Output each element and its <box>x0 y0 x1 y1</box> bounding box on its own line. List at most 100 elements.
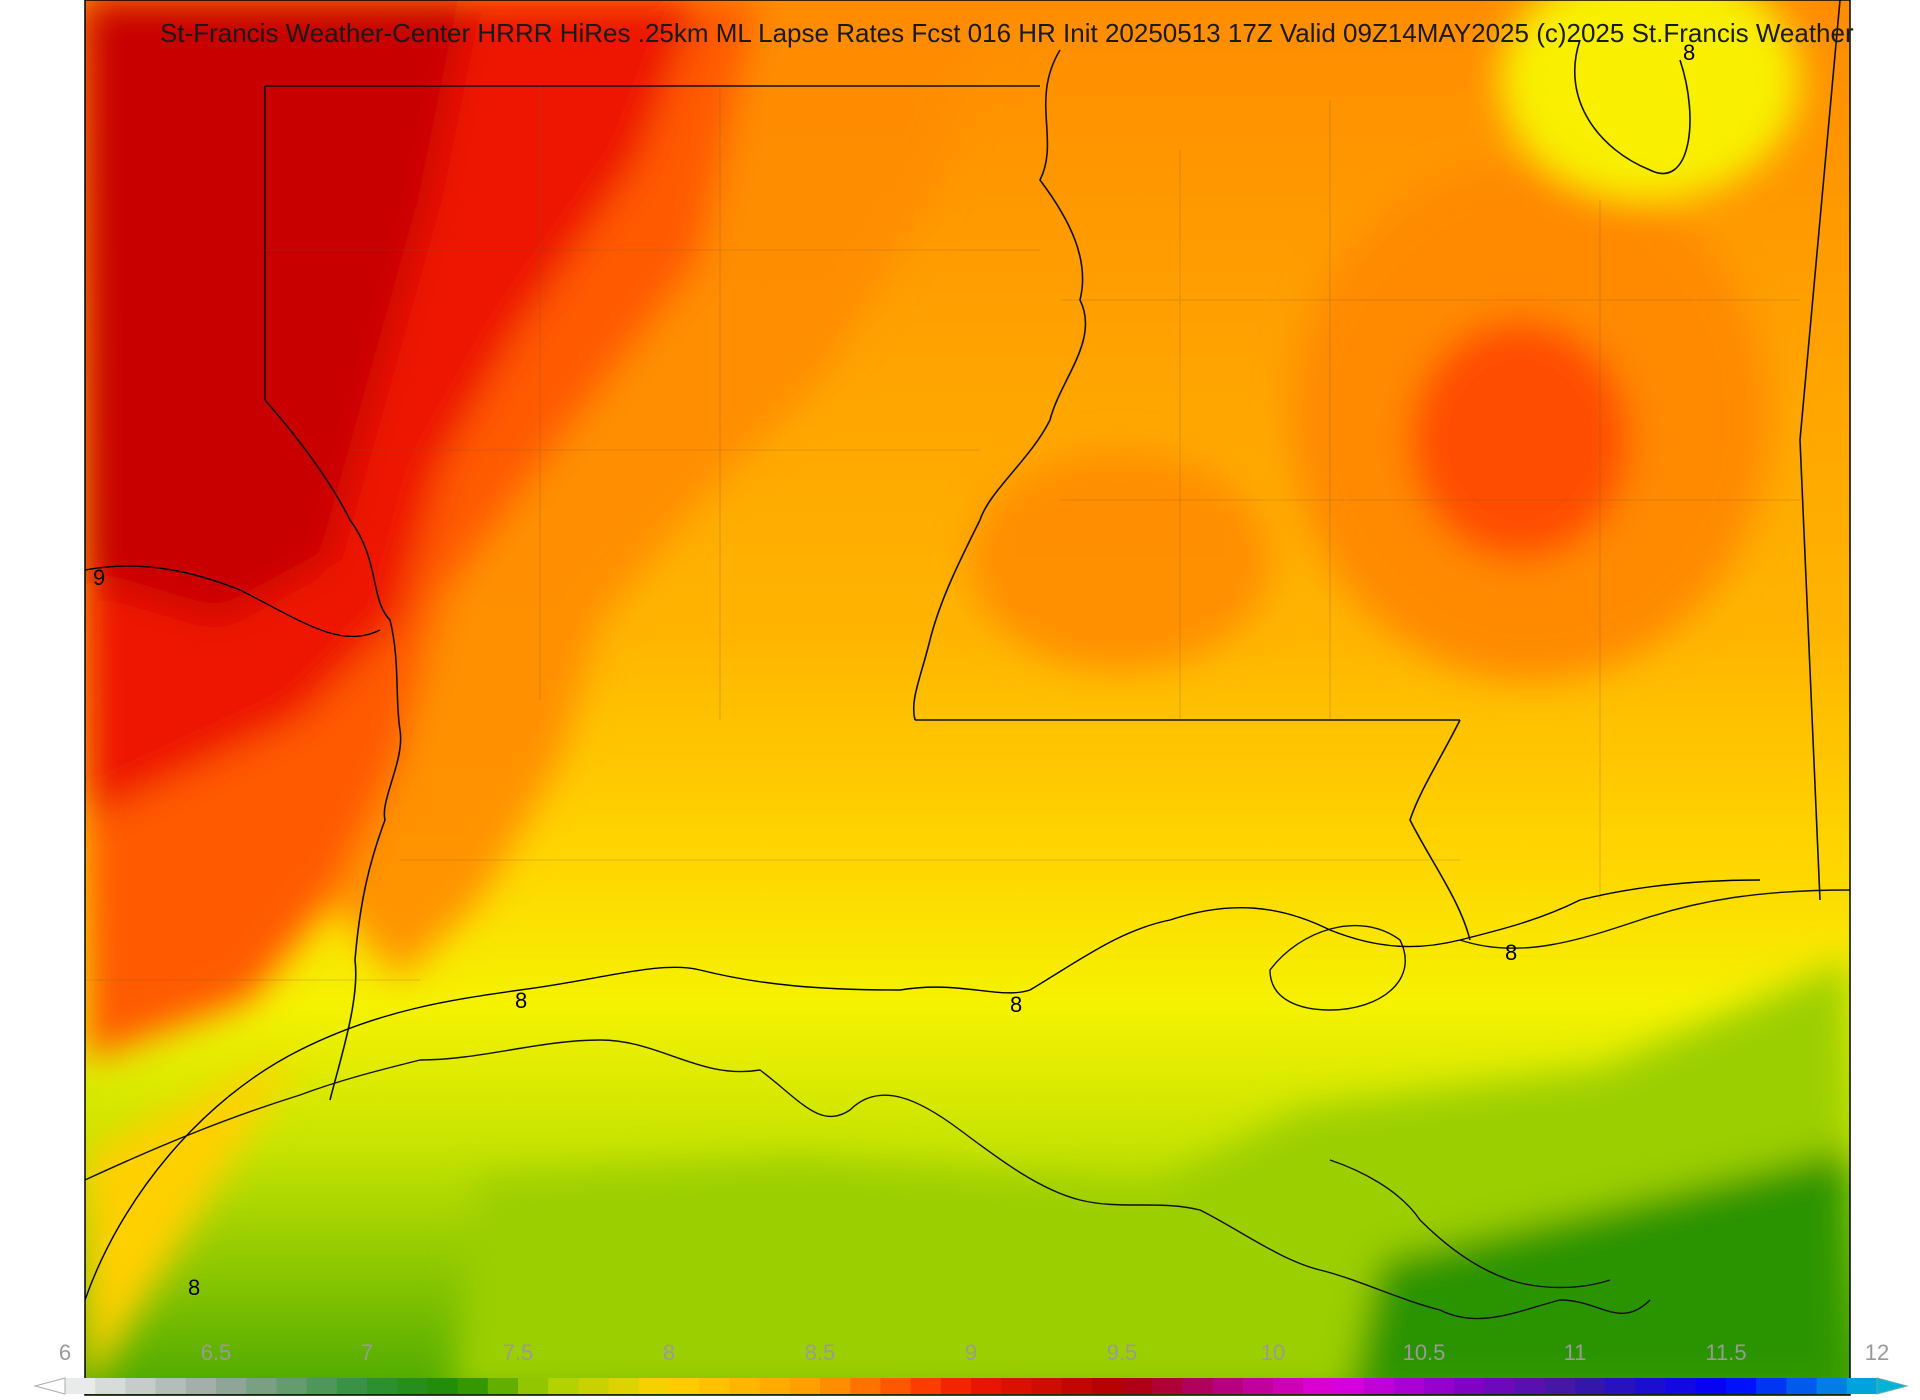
colorbar-tick: 7.5 <box>502 1340 534 1365</box>
colorbar-cell <box>608 1378 640 1394</box>
colorbar-cell <box>216 1378 247 1394</box>
colorbar-cell <box>1061 1378 1093 1394</box>
colorbar-cell <box>1756 1378 1787 1394</box>
colorbar-tick: 7 <box>360 1340 374 1365</box>
colorbar-cell <box>1726 1378 1757 1394</box>
colorbar-cell <box>1846 1378 1878 1394</box>
field-deep-red-west <box>85 0 470 620</box>
coastline-east <box>1459 889 1850 949</box>
colorbar-tick: 11.5 <box>1705 1340 1747 1365</box>
field-orange-central <box>970 450 1270 670</box>
colorbar-cell <box>548 1378 579 1394</box>
colorbar-cell <box>759 1378 791 1394</box>
contour-label-8: 8 <box>1010 992 1022 1017</box>
colorbar-cell <box>1454 1378 1485 1394</box>
colorbar-cell <box>1031 1378 1063 1394</box>
coastline-main <box>85 1039 1651 1320</box>
colorbar-tick: 6 <box>58 1340 72 1365</box>
colorbar-cell <box>1152 1378 1183 1394</box>
field-yellow-sw <box>85 1050 300 1395</box>
colorbar-cell <box>1575 1378 1606 1394</box>
colorbar-cell <box>1695 1378 1727 1394</box>
colorbar-cell <box>1122 1378 1153 1394</box>
colorbar-cell <box>125 1378 157 1394</box>
colorbar-cell <box>246 1378 277 1394</box>
colorbar-cell <box>1303 1378 1334 1394</box>
colorbar-cell <box>367 1378 398 1394</box>
colorbar-cell <box>1393 1378 1425 1394</box>
colorbar-tick: 9 <box>964 1340 978 1365</box>
contour-8-line <box>85 879 1761 1301</box>
colorbar-max-arrow <box>1876 1377 1909 1395</box>
colorbar-cell <box>1605 1378 1636 1394</box>
colorbar-cell <box>880 1378 912 1394</box>
colorbar-cell <box>1816 1378 1848 1394</box>
boundary-river-west <box>264 399 402 1101</box>
colorbar-cell <box>789 1378 821 1394</box>
colorbar-cell <box>1091 1378 1123 1394</box>
contour-label-8: 8 <box>1683 40 1695 65</box>
colorbar-cell <box>850 1378 881 1394</box>
state-boundaries <box>264 0 1841 1101</box>
colorbar-cell <box>276 1378 308 1394</box>
map-frame <box>84 0 1851 1396</box>
colorbar-tick: 6.5 <box>200 1340 232 1365</box>
field-orange-band <box>330 0 1000 980</box>
colorbar-cell <box>638 1378 670 1394</box>
colorbar-cell <box>1484 1378 1516 1394</box>
coastline-delta <box>1329 1159 1611 1289</box>
colorbar-cell <box>669 1378 700 1394</box>
colorbar-cell <box>95 1378 126 1394</box>
colorbar-cell <box>397 1378 428 1394</box>
contour-label-9: 9 <box>93 565 105 590</box>
colorbar-cell <box>1242 1378 1274 1394</box>
colorbar-tick: 12 <box>1864 1340 1890 1365</box>
colorbar-min-arrow <box>33 1377 66 1395</box>
contour-labels: 9 8 8 8 8 8 <box>93 40 1695 1300</box>
colorbar-cell <box>306 1378 338 1394</box>
boundary-mississippi-river <box>912 49 1087 721</box>
colorbar-tick: 9.5 <box>1106 1340 1138 1365</box>
contour-label-8: 8 <box>1505 940 1517 965</box>
colorbar-cell <box>1635 1378 1667 1394</box>
field-yellow-ne <box>1500 0 1800 200</box>
field-red-orange-blob-ne <box>1410 320 1630 560</box>
colorbar-cell <box>910 1378 942 1394</box>
colorbar-cell <box>820 1378 851 1394</box>
colorbar-cell <box>971 1378 1002 1394</box>
colorbar-cell <box>185 1378 217 1394</box>
colorbar-cell <box>518 1378 549 1394</box>
colorbar-tick: 10 <box>1260 1340 1286 1365</box>
contour-9-line <box>85 565 381 638</box>
colorbar-cell <box>729 1378 761 1394</box>
colorbar-cell <box>155 1378 187 1394</box>
coastline <box>85 889 1850 1320</box>
boundary-ne-lake <box>1574 39 1691 175</box>
field-dark-green-se <box>1350 1150 1850 1395</box>
colorbar-cell <box>578 1378 610 1394</box>
colorbar-cell <box>699 1378 730 1394</box>
colorbar-cell <box>1544 1378 1576 1394</box>
colorbar-cell <box>1182 1378 1214 1394</box>
contour-label-8: 8 <box>188 1275 200 1300</box>
colorbar-cell <box>1333 1378 1365 1394</box>
colorbar-tick: 8 <box>662 1340 676 1365</box>
colorbar-tick: 8.5 <box>804 1340 836 1365</box>
colorbar-cell <box>940 1378 972 1394</box>
colorbar-cell <box>457 1378 489 1394</box>
colorbar-cell <box>1786 1378 1818 1394</box>
contour-label-8: 8 <box>515 988 527 1013</box>
coastline-bay <box>1269 924 1406 1011</box>
colorbar <box>33 1377 1909 1395</box>
colorbar-cell <box>1273 1378 1304 1394</box>
colorbar-cell <box>1363 1378 1395 1394</box>
boundary-pearl-river <box>1409 719 1471 941</box>
colorbar-cell <box>1514 1378 1546 1394</box>
colorbar-cell <box>427 1378 459 1394</box>
colorbar-cell <box>487 1378 519 1394</box>
colorbar-cell <box>1424 1378 1455 1394</box>
county-lines <box>85 86 1800 981</box>
colorbar-tick: 10.5 <box>1402 1340 1446 1365</box>
colorbar-tick: 11 <box>1563 1340 1587 1365</box>
